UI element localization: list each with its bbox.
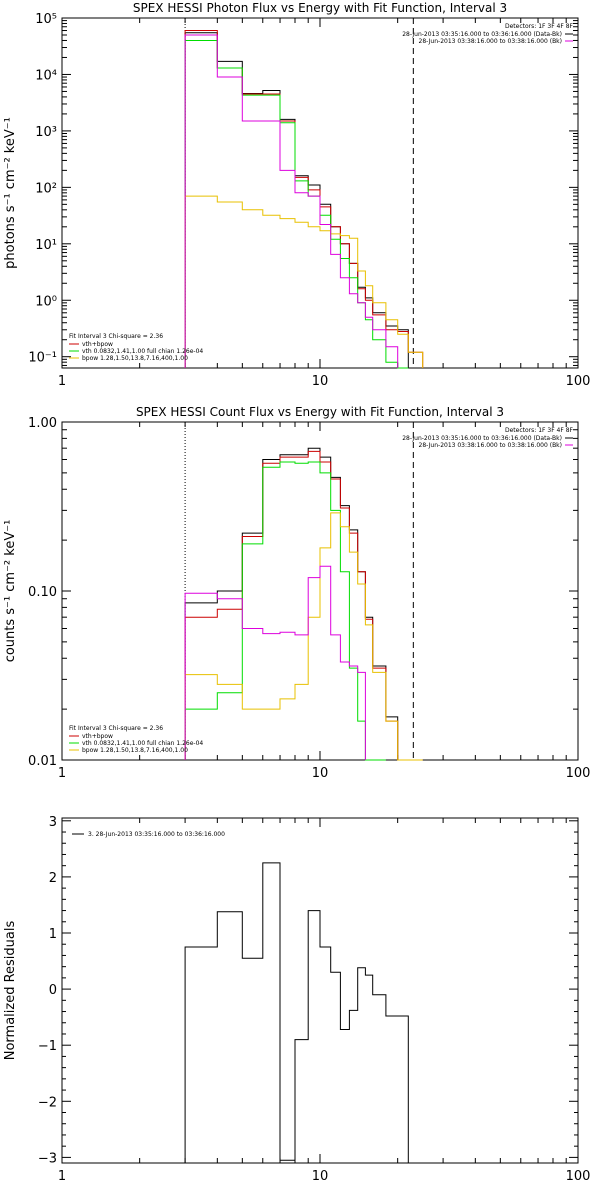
- x-tick-label: 10: [312, 374, 329, 389]
- y-tick-label: 2: [49, 871, 57, 886]
- legend-fit-header: Fit Interval 3 Chi-square = 2.36: [69, 725, 163, 732]
- x-tick-label: 100: [566, 1169, 591, 1184]
- x-tick-label: 100: [566, 766, 591, 781]
- y-axis-label: photons s⁻¹ cm⁻² keV⁻¹: [3, 117, 18, 269]
- legend-fit-header: Fit Interval 3 Chi-square = 2.36: [69, 333, 163, 340]
- panel-residuals: [61, 817, 579, 1164]
- series-bk: [184, 34, 399, 368]
- y-tick-label: 1: [49, 927, 57, 942]
- chart-title: SPEX HESSI Count Flux vs Energy with Fit…: [136, 405, 504, 419]
- x-tick-label: 10: [312, 766, 329, 781]
- series-bpow: [184, 512, 423, 761]
- legend-entry: vth+bpow: [82, 341, 113, 348]
- y-tick-label: 0: [49, 983, 57, 998]
- legend-entry: 28-Jun-2013 03:38:16.000 to 03:38:16.000…: [419, 442, 562, 449]
- x-tick-label: 100: [566, 374, 591, 389]
- x-tick-label: 1: [58, 1169, 66, 1184]
- y-axis-label: Normalized Residuals: [3, 921, 18, 1061]
- plot-frame: [61, 817, 579, 1164]
- y-tick-label: 0.10: [28, 585, 57, 600]
- legend-entry: bpow 1.28,1.50,13.8,7.16,400,1.00: [82, 355, 188, 362]
- legend-entry: vth 0.0832,1.41,1.00 full chian 1.26e-04: [82, 348, 203, 355]
- x-tick-label: 1: [58, 766, 66, 781]
- legend-entry: 3. 28-Jun-2013 03:35:16.000 to 03:36:16.…: [88, 831, 225, 838]
- panel-photon: [61, 17, 579, 369]
- legend-detectors: Detectors: 1F 3F 4F 8F: [505, 427, 574, 434]
- series-total_fit: [184, 30, 424, 368]
- y-tick-label: −2: [38, 1095, 57, 1110]
- y-tick-label: 10⁰: [35, 294, 57, 309]
- y-tick-label: −3: [38, 1151, 57, 1166]
- series-data: [184, 32, 409, 368]
- legend-entry: vth+bpow: [82, 733, 113, 740]
- legend-entry: 28-Jun-2013 03:35:16.000 to 03:36:16.000…: [402, 31, 562, 38]
- y-tick-label: 10⁻¹: [28, 351, 57, 366]
- y-tick-label: 0.01: [28, 754, 57, 769]
- y-tick-label: 10⁵: [35, 12, 57, 27]
- series-bpow: [184, 195, 424, 368]
- y-axis-label: counts s⁻¹ cm⁻² keV⁻¹: [3, 520, 18, 663]
- x-tick-label: 10: [312, 1169, 329, 1184]
- y-tick-label: 3: [49, 815, 57, 830]
- x-tick-label: 1: [58, 374, 66, 389]
- y-tick-label: −1: [38, 1039, 57, 1054]
- series-vth: [184, 461, 386, 761]
- y-tick-label: 10¹: [35, 238, 57, 253]
- y-tick-label: 1.00: [28, 416, 57, 431]
- series-vth: [184, 40, 409, 369]
- series-bk: [184, 565, 366, 760]
- y-tick-label: 10²: [35, 181, 57, 196]
- series-data: [184, 447, 409, 761]
- chart-title: SPEX HESSI Photon Flux vs Energy with Fi…: [133, 1, 507, 15]
- legend-entry: bpow 1.28,1.50,13.8,7.16,400,1.00: [82, 747, 188, 754]
- legend-entry: vth 0.0832,1.41,1.00 full chian 1.26e-04: [82, 740, 203, 747]
- y-tick-label: 10⁴: [35, 68, 57, 83]
- legend-detectors: Detectors: 1F 3F 4F 8F: [505, 23, 574, 30]
- series-total_fit: [184, 450, 423, 761]
- legend-entry: 28-Jun-2013 03:38:16.000 to 03:38:16.000…: [419, 38, 562, 45]
- panel-count: [61, 421, 579, 761]
- y-tick-label: 10³: [35, 125, 57, 140]
- series-data: [184, 862, 409, 1163]
- legend-entry: 28-Jun-2013 03:35:16.000 to 03:36:16.000…: [402, 435, 562, 442]
